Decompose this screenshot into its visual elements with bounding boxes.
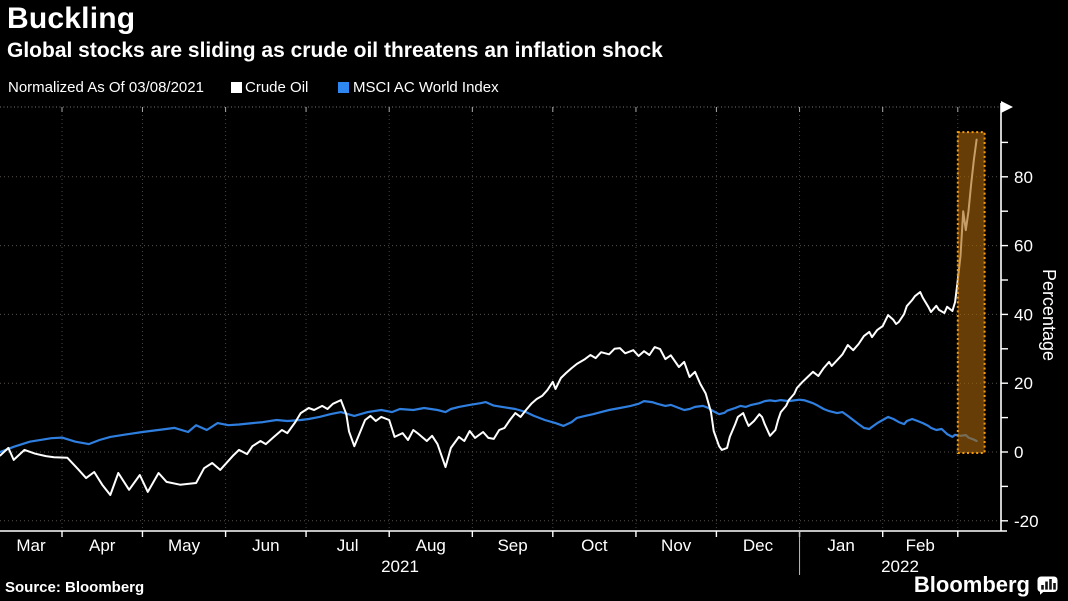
legend-msci-label: MSCI AC World Index: [353, 79, 499, 96]
x-month-label: Sep: [497, 536, 527, 555]
x-month-label: Jan: [827, 536, 854, 555]
bloomberg-logo: Bloomberg: [914, 572, 1058, 598]
x-month-label: Feb: [906, 536, 935, 555]
msci-line: [0, 398, 978, 454]
y-tick-label: 40: [1014, 305, 1033, 324]
y-tick-label: 60: [1014, 237, 1033, 256]
source-attribution: Source: Bloomberg: [5, 579, 145, 596]
highlight-band: [957, 132, 985, 454]
x-month-label: Jun: [252, 536, 279, 555]
legend-crude-oil-label: Crude Oil: [245, 79, 309, 96]
bloomberg-terminal-icon: [1037, 576, 1058, 595]
page-title: Buckling: [7, 2, 136, 35]
x-month-label: Aug: [416, 536, 446, 555]
x-month-label: Apr: [89, 536, 116, 555]
year-label-2022: 2022: [881, 557, 919, 576]
x-month-label: Oct: [581, 536, 608, 555]
x-month-label: May: [168, 536, 201, 555]
legend-normalized-note: Normalized As Of 03/08/2021: [8, 79, 204, 96]
msci-swatch-icon: [338, 82, 349, 93]
y-axis-arrow-icon: [1001, 101, 1013, 113]
x-month-label: Mar: [16, 536, 46, 555]
y-tick-label: 20: [1014, 374, 1033, 393]
x-month-label: Dec: [743, 536, 774, 555]
page-subtitle: Global stocks are sliding as crude oil t…: [7, 39, 663, 62]
chart-legend: Normalized As Of 03/08/2021 Crude Oil MS…: [0, 79, 1068, 97]
y-axis-title: Percentage: [1039, 269, 1059, 361]
y-tick-label: 0: [1014, 443, 1023, 462]
highlight-band-border: [956, 131, 986, 455]
x-month-label: Nov: [661, 536, 692, 555]
year-label-2021: 2021: [381, 557, 419, 576]
y-tick-label: 80: [1014, 168, 1033, 187]
y-tick-label: -20: [1014, 512, 1039, 531]
bloomberg-logo-text: Bloomberg: [913, 572, 1030, 597]
x-month-label: Jul: [337, 536, 359, 555]
crude-oil-line: [0, 138, 978, 496]
crude-oil-swatch-icon: [231, 82, 242, 93]
